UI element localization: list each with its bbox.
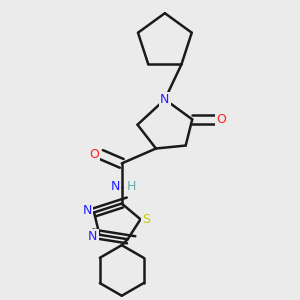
Text: H: H (127, 180, 136, 193)
Text: N: N (110, 180, 120, 193)
Text: O: O (216, 113, 226, 126)
Text: O: O (89, 148, 99, 161)
Text: S: S (142, 213, 150, 226)
Text: N: N (160, 93, 170, 106)
Text: N: N (88, 230, 98, 243)
Text: N: N (83, 204, 92, 217)
